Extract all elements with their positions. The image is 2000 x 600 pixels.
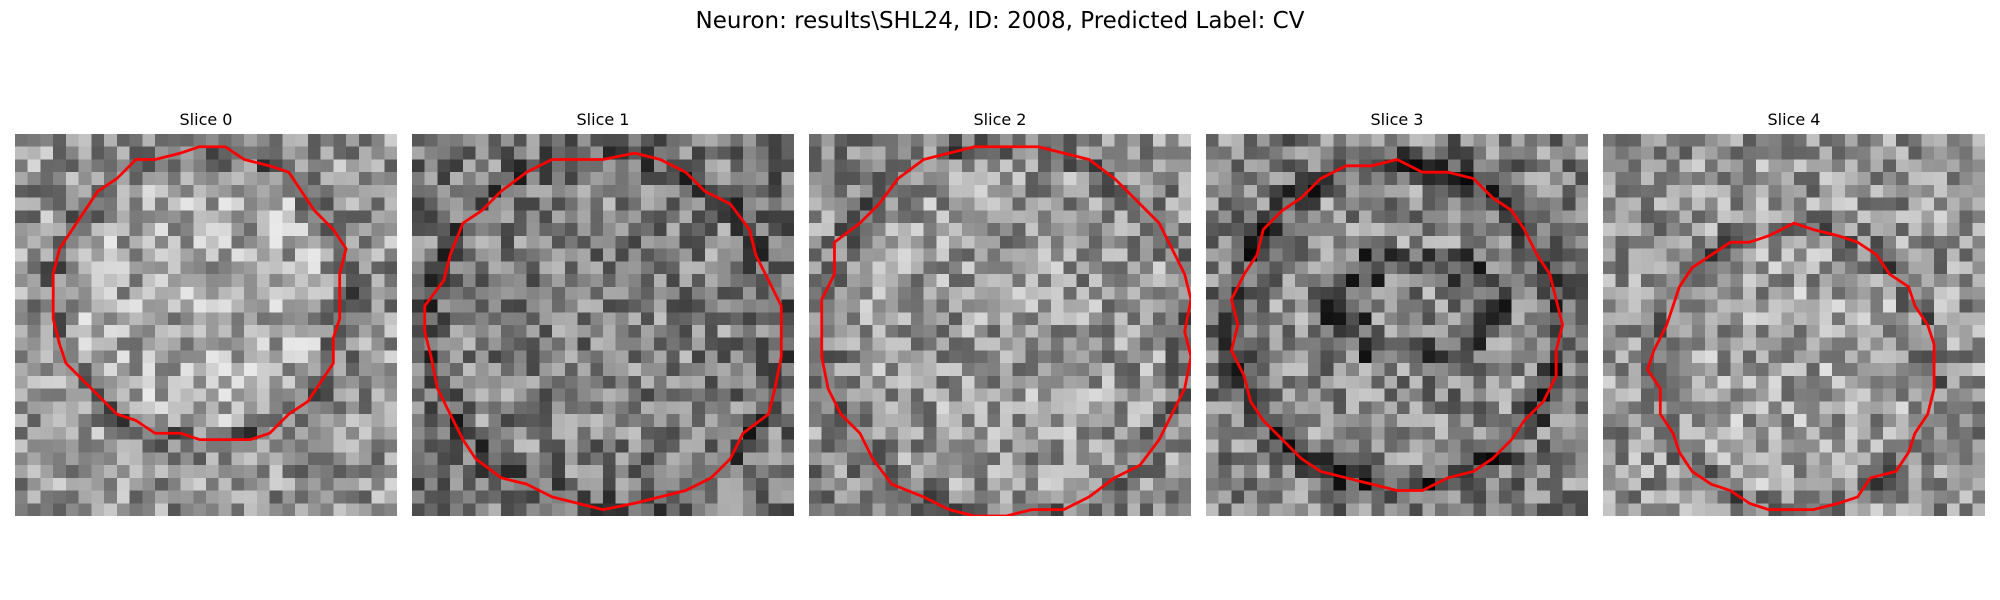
pixel-grid [809, 134, 1191, 516]
pixel-grid [1206, 134, 1588, 516]
contour-outline [423, 151, 783, 512]
pixel-grid [15, 134, 397, 516]
contour-outline [820, 145, 1191, 516]
slice-title: Slice 3 [1370, 110, 1424, 129]
contour-outline [1230, 158, 1564, 492]
slice-title: Slice 4 [1767, 110, 1821, 129]
slice-title: Slice 2 [973, 110, 1027, 129]
slice-title: Slice 1 [576, 110, 630, 129]
slice-image [1603, 134, 1985, 516]
figure-title: Neuron: results\SHL24, ID: 2008, Predict… [695, 8, 1305, 34]
slice-image [15, 134, 397, 516]
slice-image [1206, 134, 1588, 516]
slice-title: Slice 0 [179, 110, 233, 129]
contour-outline [51, 145, 348, 442]
slice-image [412, 134, 794, 516]
contour-outline [1646, 221, 1936, 512]
slice-image [809, 134, 1191, 516]
pixel-grid [412, 134, 794, 516]
